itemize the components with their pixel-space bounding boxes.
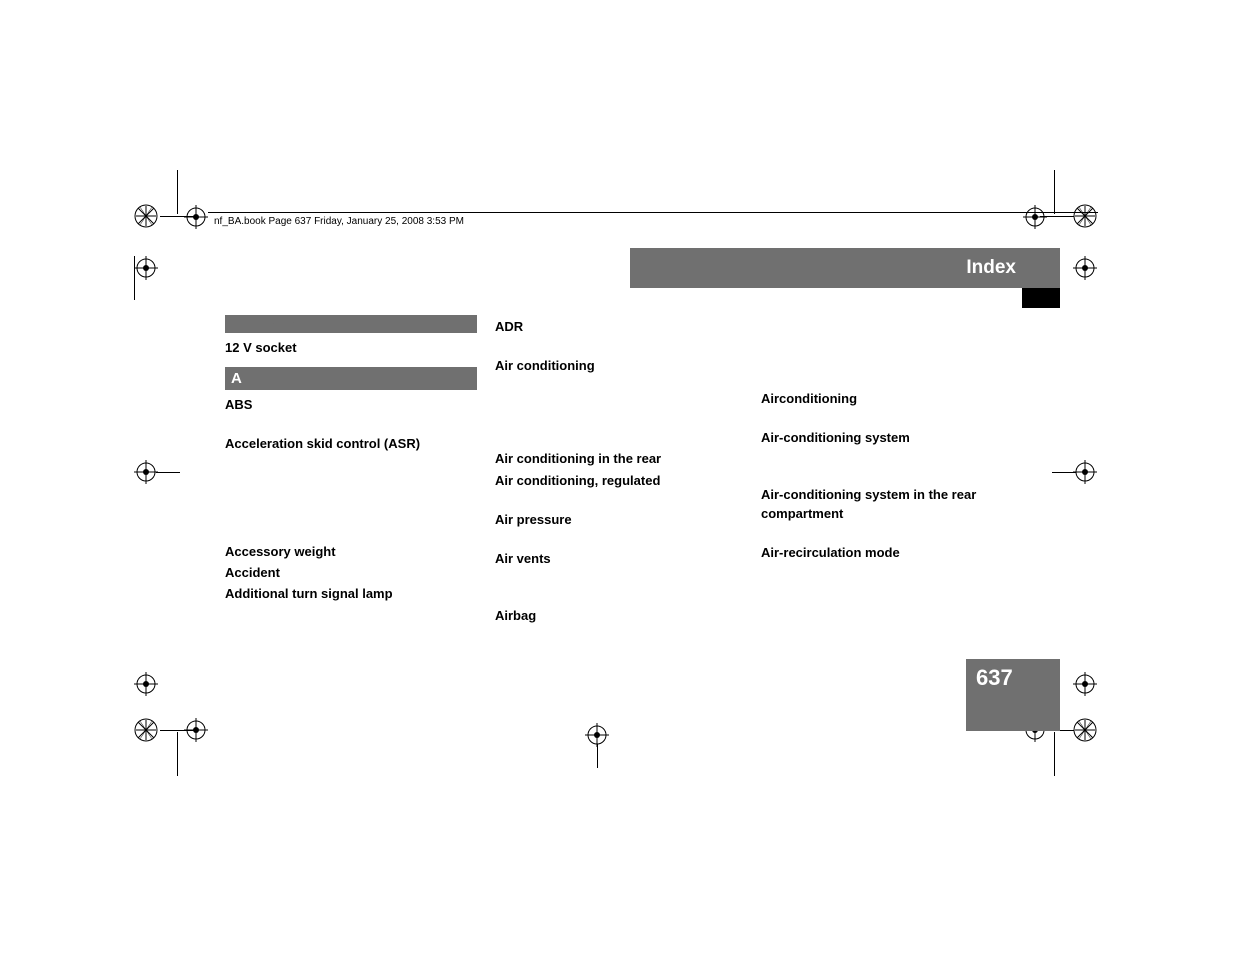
index-entry: ADR <box>495 318 755 336</box>
index-entry: Acceleration skid control (ASR) <box>225 435 485 453</box>
index-entry: Air conditioning, regulated <box>495 472 755 490</box>
reg-hatched-circle <box>1073 718 1097 742</box>
header-rule <box>208 212 1098 213</box>
crop-mark <box>177 170 178 214</box>
reg-crosshair-icon <box>1073 256 1097 280</box>
index-entry: 12 V socket <box>225 339 485 357</box>
reg-crosshair-icon <box>184 205 208 229</box>
index-column-2: ADR Air conditioning Air conditioning in… <box>495 315 755 625</box>
index-entry: Accident <box>225 564 485 582</box>
index-banner: Index <box>630 248 1060 288</box>
reg-crosshair-icon <box>1073 460 1097 484</box>
reg-crosshair-icon <box>134 672 158 696</box>
index-column-3: Airconditioning Air-conditioning system … <box>761 315 1021 562</box>
index-entry: Additional turn signal lamp <box>225 585 485 603</box>
reg-crosshair-icon <box>1073 672 1097 696</box>
page-number: 637 <box>976 665 1013 690</box>
index-entry: Air conditioning <box>495 357 755 375</box>
index-entry: Air conditioning in the rear <box>495 450 755 468</box>
index-entry: Air pressure <box>495 511 755 529</box>
crop-mark <box>1054 170 1055 214</box>
crop-mark <box>1052 472 1076 473</box>
reg-crosshair-icon <box>134 256 158 280</box>
index-entry: ABS <box>225 396 485 414</box>
index-entry: Air-conditioning system in the rear comp… <box>761 486 1021 522</box>
index-entry: Airconditioning <box>761 390 1021 408</box>
running-header-text: nf_BA.book Page 637 Friday, January 25, … <box>214 216 464 227</box>
letter-section-header: A <box>225 367 477 390</box>
page-number-box: 637 <box>966 659 1060 731</box>
crop-mark <box>1054 732 1055 776</box>
index-entry: Airbag <box>495 607 755 625</box>
crop-mark <box>597 744 598 768</box>
crop-mark <box>177 732 178 776</box>
reg-hatched-circle <box>134 204 158 228</box>
numerics-section-header: Numerics <box>225 315 477 333</box>
index-title: Index <box>966 257 1016 279</box>
index-entry: Air-conditioning system <box>761 429 1021 447</box>
reg-crosshair-icon <box>1023 205 1047 229</box>
index-entry: Air-recirculation mode <box>761 544 1021 562</box>
reg-hatched-circle <box>1073 204 1097 228</box>
index-entry: Accessory weight <box>225 543 485 561</box>
reg-crosshair-icon <box>134 460 158 484</box>
section-tab <box>1022 288 1060 308</box>
reg-crosshair-icon <box>184 718 208 742</box>
index-entry: Air vents <box>495 550 755 568</box>
index-column-1: Numerics 12 V socket A ABS Acceleration … <box>225 315 485 603</box>
reg-hatched-circle <box>134 718 158 742</box>
crop-mark <box>156 472 180 473</box>
